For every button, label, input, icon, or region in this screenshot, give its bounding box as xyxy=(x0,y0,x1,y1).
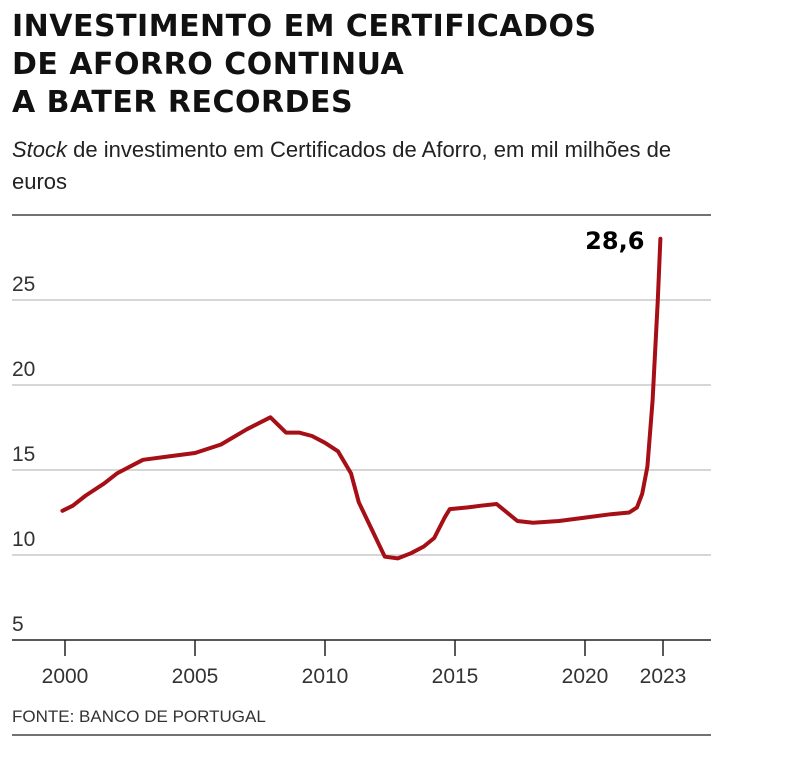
title-line: INVESTIMENTO EM CERTIFICADOS xyxy=(12,9,597,44)
chart-subtitle: Stock de investimento em Certificados de… xyxy=(12,134,712,198)
x-tick-label: 2010 xyxy=(302,665,349,688)
y-tick-label: 20 xyxy=(12,358,35,381)
x-tick-label: 2015 xyxy=(432,665,479,688)
title-line: A BATER RECORDES xyxy=(12,85,354,120)
y-tick-label: 15 xyxy=(12,443,35,466)
x-tick-label: 2000 xyxy=(42,665,89,688)
x-tick-label: 2023 xyxy=(640,665,687,688)
subtitle-italic: Stock xyxy=(12,137,68,162)
y-tick-label: 10 xyxy=(12,528,35,551)
title-line: DE AFORRO CONTINUA xyxy=(12,47,405,82)
y-tick-label: 5 xyxy=(12,613,24,636)
series-line xyxy=(60,236,663,561)
y-tick-label: 25 xyxy=(12,273,35,296)
x-tick-label: 2020 xyxy=(562,665,609,688)
x-tick-label: 2005 xyxy=(172,665,219,688)
peak-label: 28,6 xyxy=(585,227,644,255)
subtitle-text: de investimento em Certificados de Aforr… xyxy=(12,137,672,194)
source-note: FONTE: BANCO DE PORTUGAL xyxy=(12,707,266,726)
chart-title: INVESTIMENTO EM CERTIFICADOS DE AFORRO C… xyxy=(12,8,597,122)
